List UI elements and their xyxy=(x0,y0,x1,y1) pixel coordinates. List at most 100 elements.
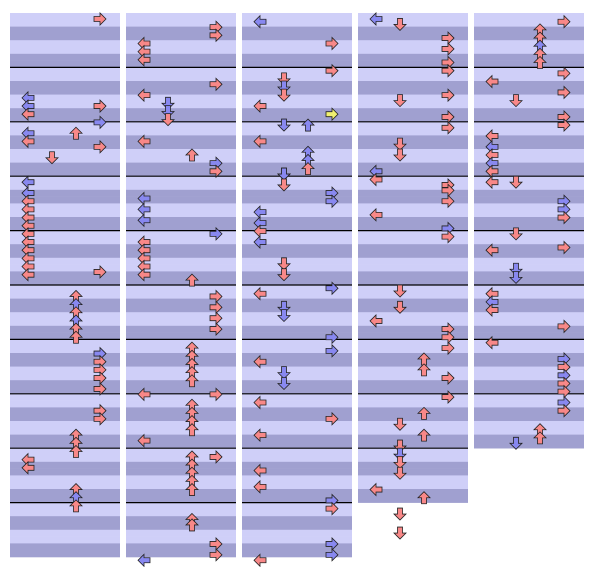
beat-stripe xyxy=(10,427,120,435)
beat-stripe xyxy=(242,353,352,361)
beat-stripe xyxy=(126,387,236,395)
beat-stripe xyxy=(242,434,352,442)
beat-stripe xyxy=(242,108,352,116)
chart-columns xyxy=(10,13,584,558)
beat-stripe xyxy=(242,312,352,320)
beat-stripe xyxy=(10,74,120,82)
beat-stripe xyxy=(474,257,584,265)
beat-stripe xyxy=(242,81,352,89)
beat-stripe xyxy=(10,495,120,503)
beat-stripe xyxy=(242,407,352,415)
beat-stripe xyxy=(126,495,236,503)
beat-stripe xyxy=(474,142,584,150)
beat-stripe xyxy=(242,169,352,177)
beat-stripe xyxy=(358,121,468,129)
beat-stripe xyxy=(10,217,120,225)
beat-stripe xyxy=(242,101,352,109)
beat-stripe xyxy=(474,162,584,170)
beat-stripe xyxy=(358,13,468,21)
beat-stripe xyxy=(10,489,120,497)
beat-stripe xyxy=(10,278,120,286)
beat-stripe xyxy=(126,475,236,483)
beat-stripe xyxy=(126,237,236,245)
beat-stripe xyxy=(10,60,120,68)
beat-stripe xyxy=(474,210,584,218)
beat-stripe xyxy=(242,176,352,184)
beat-stripe xyxy=(358,475,468,483)
beat-stripe xyxy=(126,427,236,435)
beat-stripe xyxy=(474,115,584,123)
beat-stripe xyxy=(242,366,352,374)
beat-stripe xyxy=(242,278,352,286)
beat-stripe xyxy=(126,502,236,510)
beat-stripe xyxy=(242,237,352,245)
beat-stripe xyxy=(242,19,352,27)
beat-stripe xyxy=(474,230,584,238)
beat-stripe xyxy=(10,251,120,259)
beat-stripe xyxy=(358,81,468,89)
beat-stripe xyxy=(358,162,468,170)
beat-stripe xyxy=(126,217,236,225)
beat-stripe xyxy=(242,332,352,340)
beat-stripe xyxy=(126,67,236,75)
beat-stripe xyxy=(10,94,120,102)
beat-stripe xyxy=(10,387,120,395)
beat-stripe xyxy=(10,550,120,558)
beat-stripe xyxy=(358,448,468,456)
beat-stripe xyxy=(126,162,236,170)
beat-stripe xyxy=(358,223,468,231)
beat-stripe xyxy=(358,60,468,68)
beat-stripe xyxy=(10,298,120,306)
beat-stripe xyxy=(358,434,468,442)
beat-stripe xyxy=(242,359,352,367)
beat-stripe xyxy=(126,285,236,293)
beat-stripe xyxy=(126,19,236,27)
beat-stripe xyxy=(126,448,236,456)
beat-stripe xyxy=(242,13,352,21)
beat-stripe xyxy=(358,271,468,279)
beat-stripe xyxy=(242,523,352,531)
beat-stripe xyxy=(474,298,584,306)
beat-stripe xyxy=(358,203,468,211)
beat-stripe xyxy=(126,271,236,279)
beat-stripe xyxy=(126,169,236,177)
beat-stripe xyxy=(358,230,468,238)
beat-stripe xyxy=(242,94,352,102)
beat-stripe xyxy=(242,516,352,524)
beat-stripe xyxy=(126,121,236,129)
beat-stripe xyxy=(358,359,468,367)
beat-stripe xyxy=(10,346,120,354)
beat-stripe xyxy=(10,516,120,524)
beat-stripe xyxy=(358,108,468,116)
beat-stripe xyxy=(474,387,584,395)
beat-stripe xyxy=(242,47,352,55)
beat-stripe xyxy=(474,251,584,259)
beat-stripe xyxy=(474,135,584,143)
beat-stripe xyxy=(126,251,236,259)
beat-stripe xyxy=(358,196,468,204)
beat-stripe xyxy=(474,291,584,299)
beat-stripe xyxy=(10,271,120,279)
beat-stripe xyxy=(474,53,584,61)
beat-stripe xyxy=(242,87,352,95)
beat-stripe xyxy=(10,523,120,531)
beat-stripe xyxy=(10,13,120,21)
beat-stripe xyxy=(474,271,584,279)
beat-stripe xyxy=(358,237,468,245)
beat-stripe xyxy=(242,74,352,82)
beat-stripe xyxy=(10,26,120,34)
beat-stripe xyxy=(126,223,236,231)
beat-stripe xyxy=(358,210,468,218)
beat-stripe xyxy=(242,536,352,544)
beat-stripe xyxy=(126,455,236,463)
beat-stripe xyxy=(126,509,236,517)
beat-stripe xyxy=(358,40,468,48)
beat-stripe xyxy=(10,285,120,293)
beat-stripe xyxy=(474,94,584,102)
beat-stripe xyxy=(358,291,468,299)
beat-stripe xyxy=(242,502,352,510)
beat-stripe xyxy=(474,149,584,157)
beat-stripe xyxy=(126,257,236,265)
beat-stripe xyxy=(474,421,584,429)
beat-stripe xyxy=(242,393,352,401)
